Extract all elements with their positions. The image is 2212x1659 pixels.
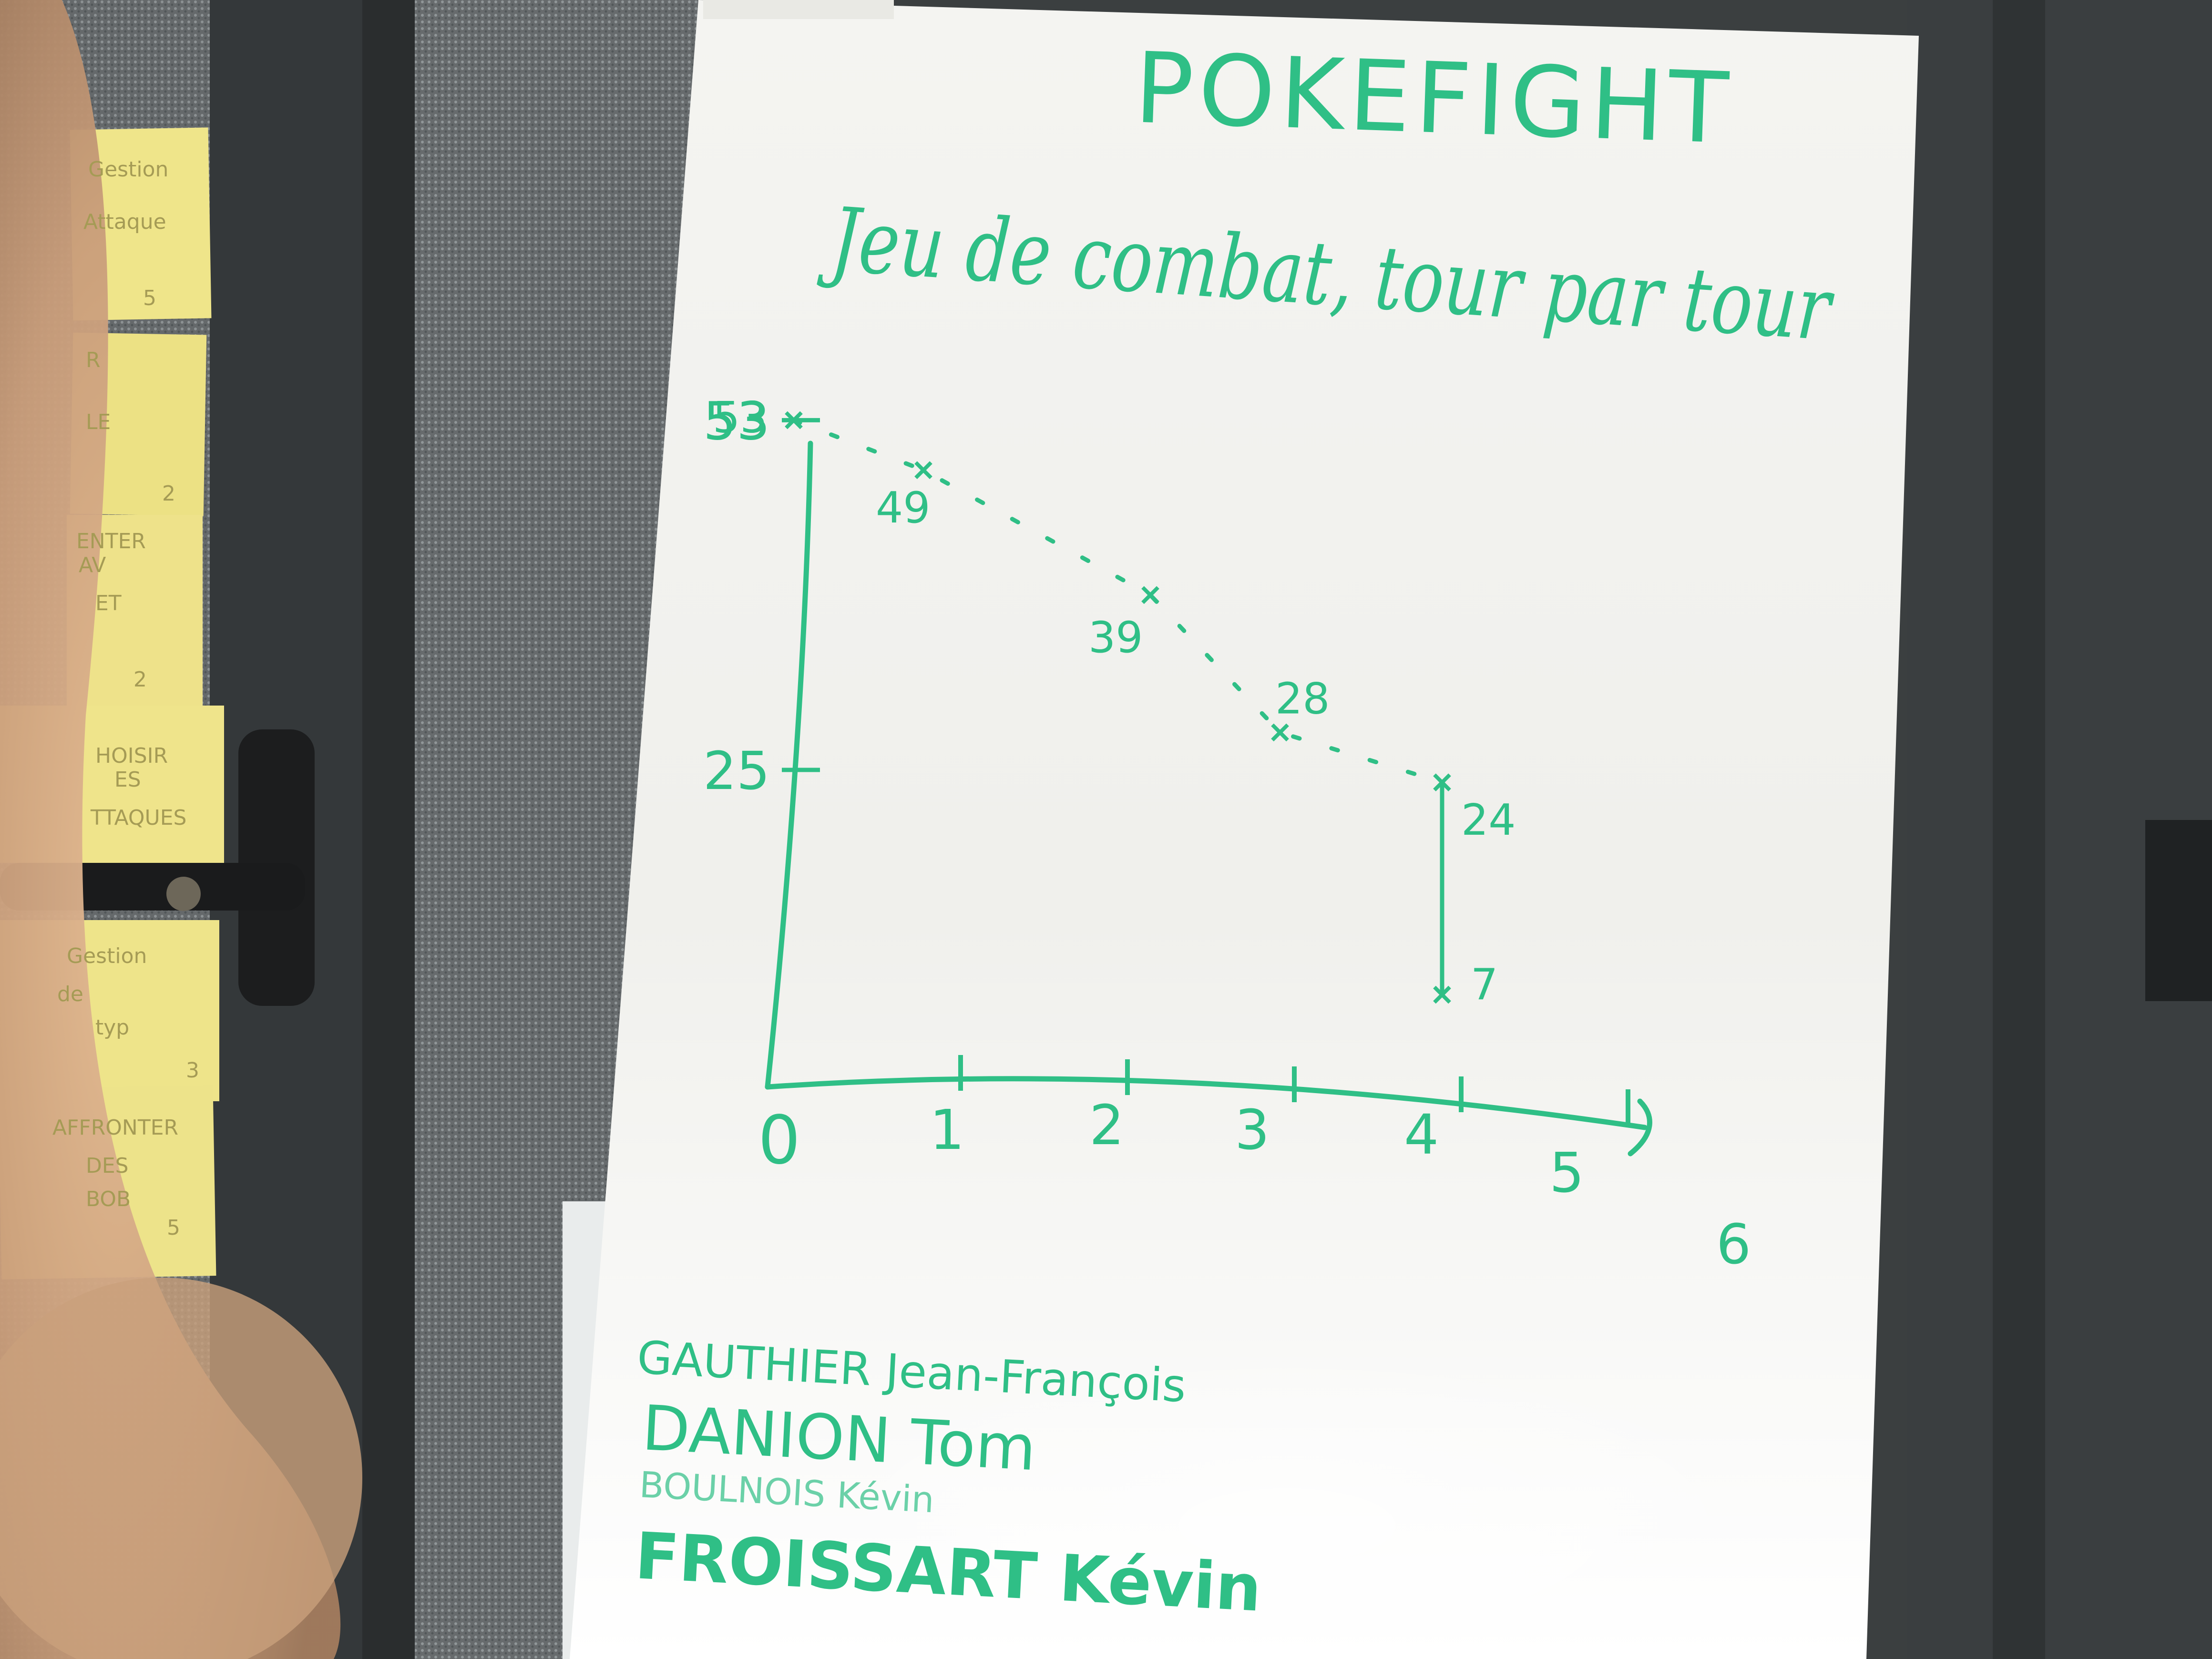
data-label: 53 [713,392,768,442]
x-tick-label: 3 [1235,1098,1270,1162]
svg-text:TTAQUES: TTAQUES [90,806,186,830]
svg-text:LE: LE [86,410,111,434]
y-tick-label: 53 [703,390,770,451]
svg-text:Attaque: Attaque [83,210,166,234]
sticky-note-texts: Gestion Attaque 5 R LE 2 ENTER AV ET 2 H… [52,157,199,1240]
svg-text:Gestion: Gestion [88,157,168,182]
data-point [1433,773,1451,792]
svg-text:de: de [57,982,83,1006]
svg-text:ENTER: ENTER [76,529,146,553]
svg-text:5: 5 [167,1216,180,1240]
x-tick-label: 2 [1089,1094,1124,1157]
x-tick-label: 5 [1549,1141,1584,1205]
svg-text:AFFRONTER: AFFRONTER [52,1116,178,1140]
svg-text:ET: ET [95,591,122,615]
x-tick-label: 0 [758,1102,800,1179]
board-title: POKEFIGHT [1133,31,1735,166]
svg-text:2: 2 [133,667,147,692]
svg-text:DES: DES [86,1154,129,1178]
svg-text:Gestion: Gestion [67,944,147,968]
svg-text:5: 5 [143,286,156,310]
svg-text:2: 2 [162,481,175,506]
x-tick-label: 1 [930,1098,964,1162]
data-point [914,461,932,480]
data-label: 39 [1088,613,1143,663]
svg-text:R: R [86,348,101,372]
svg-text:3: 3 [186,1058,199,1083]
data-label: 7 [1471,960,1498,1010]
data-label: 24 [1461,795,1516,845]
data-label: 28 [1275,674,1330,724]
svg-text:HOISIR: HOISIR [95,744,168,768]
x-tick-label: 4 [1404,1103,1439,1167]
svg-text:ES: ES [114,768,141,792]
svg-text:BOB: BOB [86,1187,131,1211]
data-point [1271,723,1289,742]
data-point [1141,586,1159,604]
svg-text:typ: typ [95,1015,129,1040]
data-point [1433,985,1451,1004]
svg-text:AV: AV [79,553,106,577]
y-tick-label: 25 [703,740,770,801]
data-label: 49 [876,483,931,533]
x-tick-label: 6 [1716,1213,1751,1277]
